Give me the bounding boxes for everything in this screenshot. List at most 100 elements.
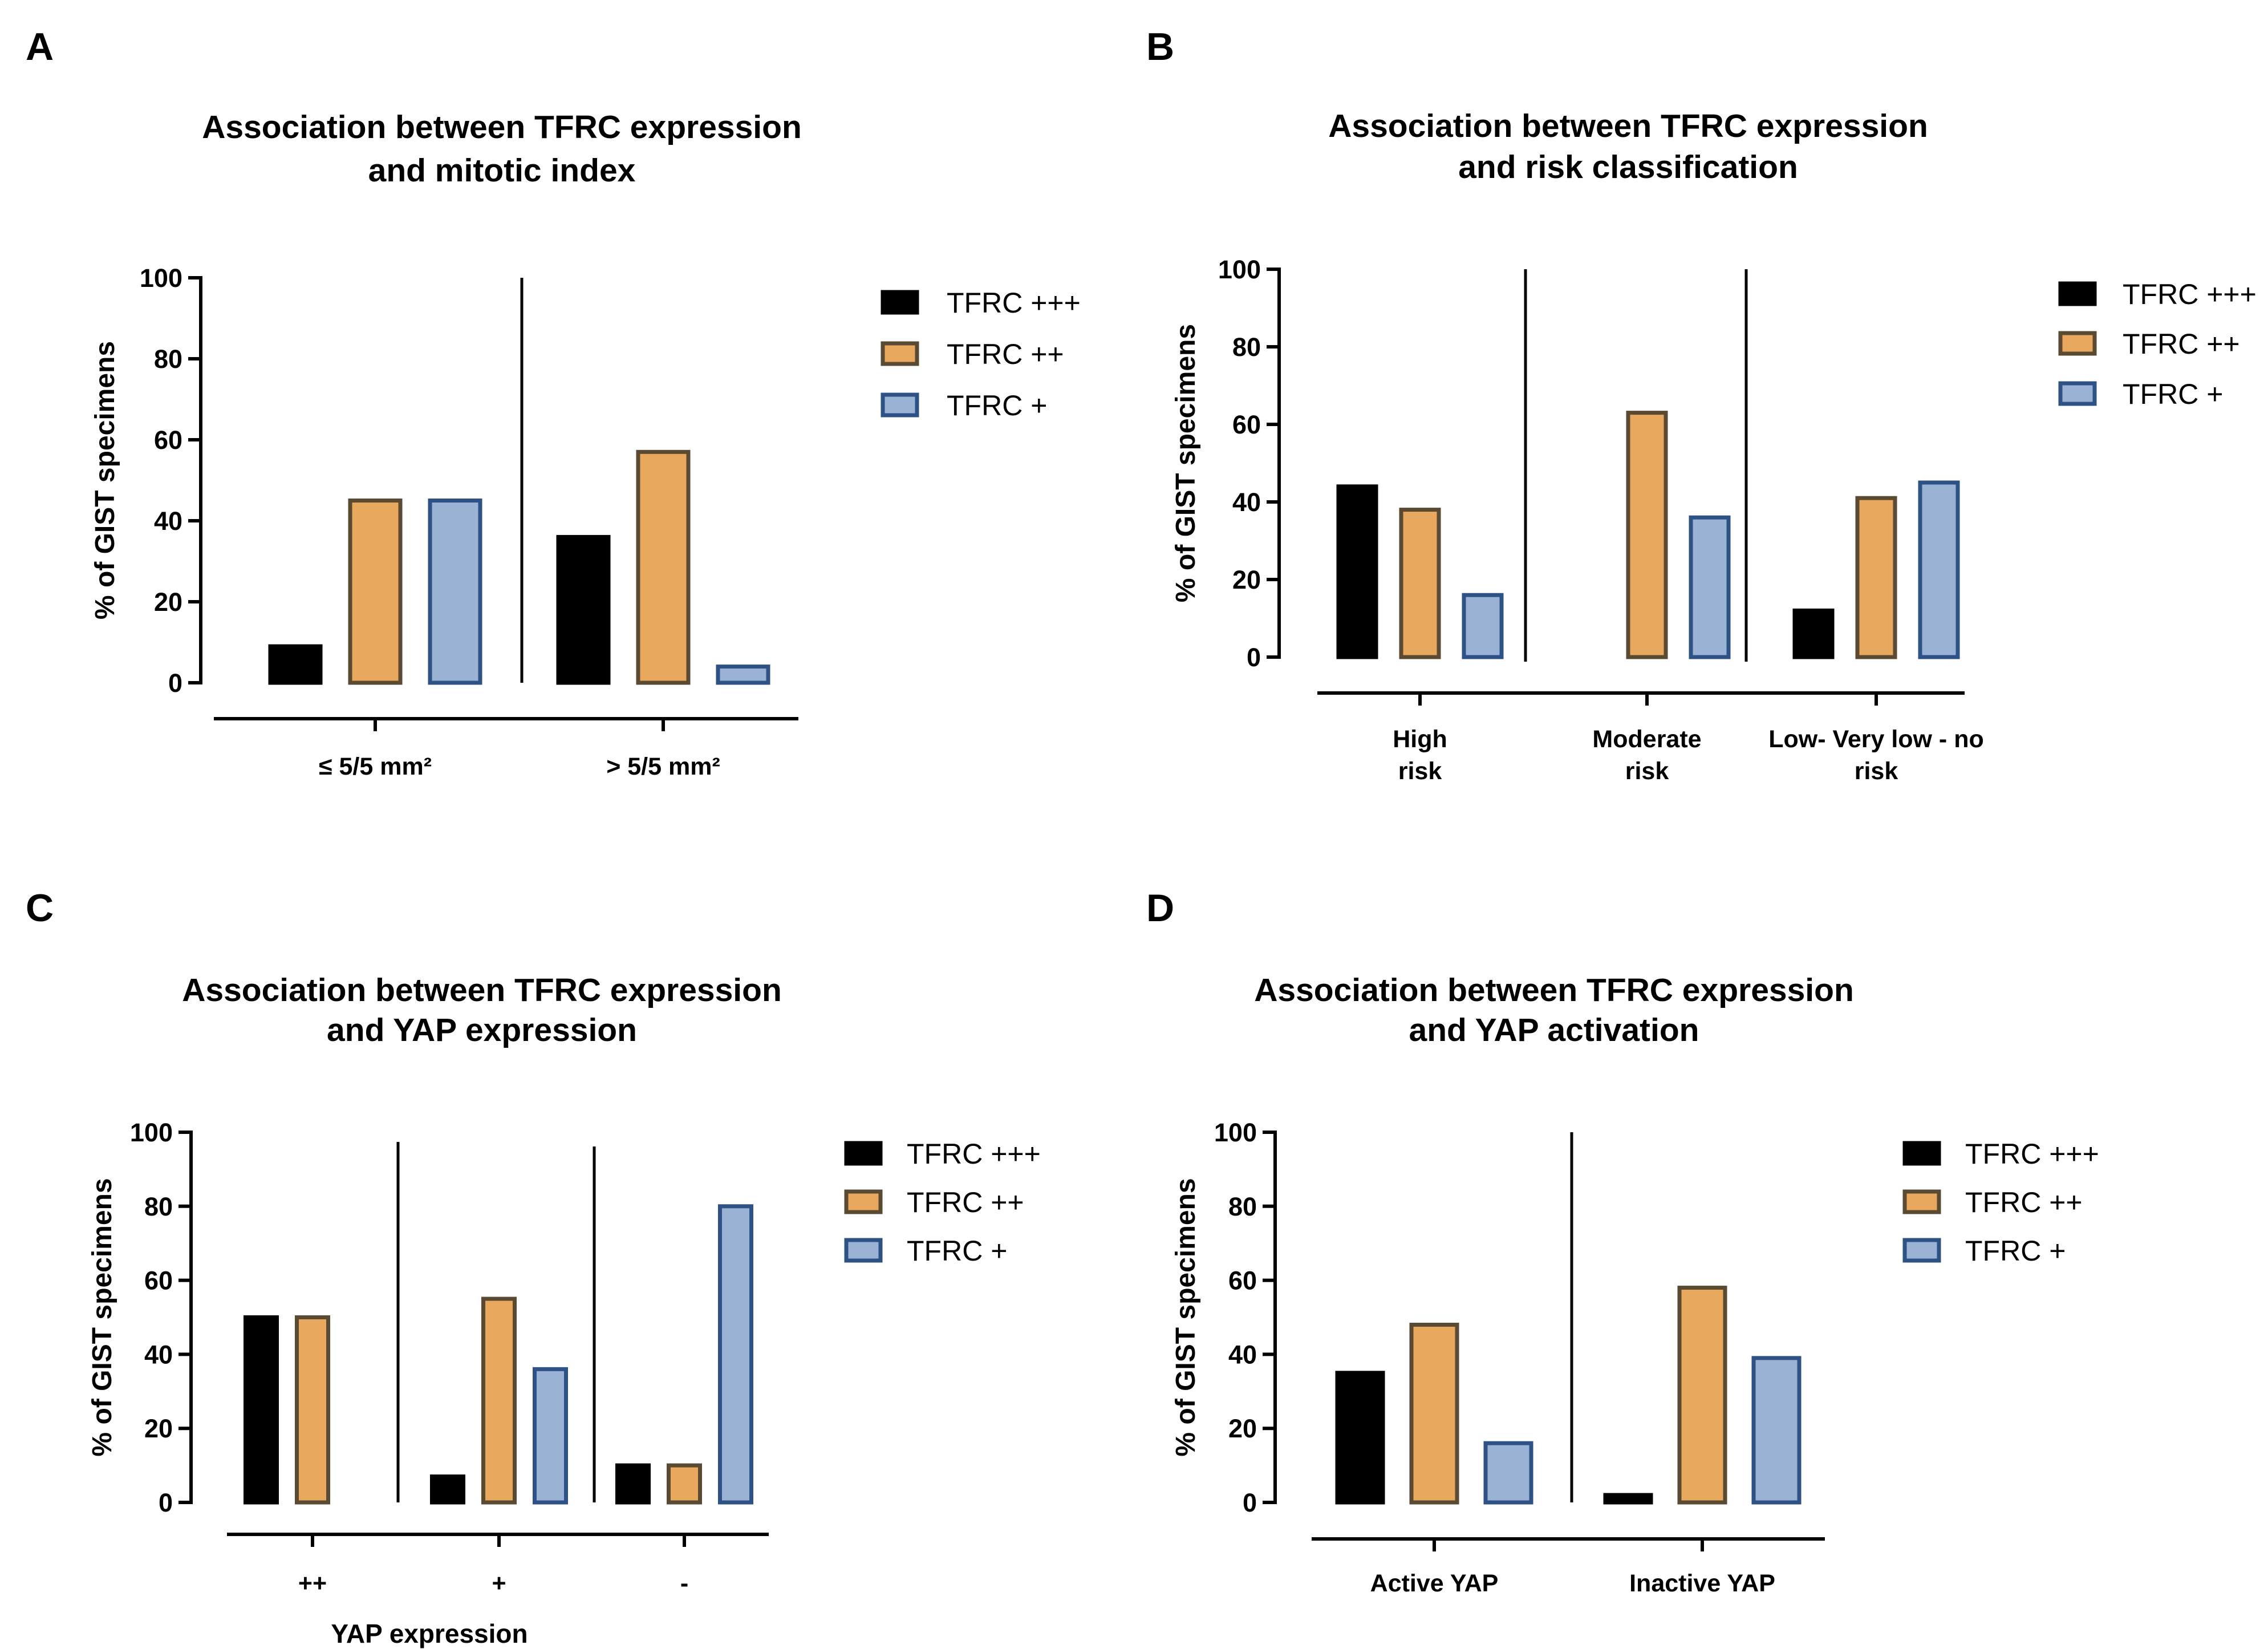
y-tick-label: 60 (1228, 1266, 1257, 1295)
x-category-label: risk (1855, 757, 1898, 785)
chart-panel-d: D Association between TFRC expression and … (1146, 886, 2099, 1597)
y-axis-label: % of GIST specimens (1171, 1178, 1201, 1456)
y-axis-label: % of GIST specimens (87, 1178, 117, 1456)
y-tick-label: 100 (1214, 1118, 1257, 1147)
legend: TFRC +++ TFRC ++ TFRC + (881, 287, 1081, 422)
x-category-label: risk (1398, 757, 1442, 785)
legend-label: TFRC + (947, 390, 1047, 422)
legend-swatch (881, 290, 919, 315)
chart-title-line: and YAP expression (327, 1012, 637, 1048)
chart-title-line: Association between TFRC expression (182, 972, 782, 1008)
chart-title-line: Association between TFRC expression (1328, 108, 1928, 144)
y-axis-label: % of GIST specimens (1171, 324, 1201, 602)
bar-tfrcpp (481, 1296, 517, 1505)
y-tick-label: 40 (1228, 1340, 1257, 1369)
legend-swatch (1902, 1238, 1941, 1263)
legend-label: TFRC +++ (1965, 1138, 2099, 1170)
y-tick-label: 20 (1232, 565, 1261, 594)
legend: TFRC +++ TFRC ++ TFRC + (2058, 278, 2257, 410)
legend-swatch (2058, 331, 2097, 356)
x-category-label: Active YAP (1370, 1570, 1499, 1597)
y-tick-label: 80 (1228, 1192, 1257, 1221)
x-category-label: > 5/5 mm² (606, 753, 720, 780)
bar-tfrcpp (1626, 411, 1668, 659)
bar-tfrcpp (667, 1463, 702, 1505)
legend-label: TFRC + (907, 1235, 1007, 1267)
y-tick-label: 100 (140, 264, 182, 293)
y-tick-label: 40 (154, 507, 182, 536)
legend: TFRC +++ TFRC ++ TFRC + (844, 1138, 1041, 1267)
chart-panel-b: B Association between TFRC expression and … (1146, 25, 2257, 785)
chart-panel-c: C Association between TFRC expression and … (26, 886, 1041, 1648)
panel-letter: D (1146, 886, 1174, 930)
bar-tfrcppp (1603, 1493, 1653, 1505)
bar-tfrcppp (1336, 484, 1378, 659)
bar-tfrcppp (1792, 608, 1835, 659)
x-category-label: High (1393, 726, 1447, 753)
y-tick-label: 0 (168, 668, 182, 698)
y-tick-label: 60 (1232, 410, 1261, 439)
legend-swatch (844, 1189, 883, 1214)
y-tick-label: 20 (1228, 1414, 1257, 1443)
y-tick-label: 60 (154, 426, 182, 455)
chart-title-line: and risk classification (1458, 149, 1798, 185)
y-tick-label: 60 (144, 1266, 173, 1295)
y-tick-label: 0 (1247, 643, 1261, 672)
bar-tfrcpp (1855, 496, 1897, 659)
bar-tfrcpp (1409, 1322, 1459, 1505)
bar-tfrcp (1689, 515, 1731, 659)
y-tick-label: 100 (130, 1118, 173, 1147)
x-category-label: - (680, 1570, 688, 1597)
legend-swatch (844, 1238, 883, 1263)
y-tick-label: 0 (1243, 1488, 1257, 1517)
chart-title-line: and YAP activation (1409, 1012, 1699, 1048)
legend-label: TFRC ++ (1965, 1186, 2083, 1218)
bar-tfrcpp (295, 1315, 330, 1505)
bar-tfrcp (716, 665, 770, 685)
y-axis-label: % of GIST specimens (90, 341, 120, 619)
bar-tfrcp (718, 1204, 753, 1505)
legend-swatch (1902, 1141, 1941, 1166)
bar-tfrcppp (556, 534, 611, 685)
legend-label: TFRC +++ (2123, 278, 2257, 310)
legend-label: TFRC ++ (907, 1186, 1024, 1218)
legend-swatch (1902, 1189, 1941, 1214)
y-tick-label: 40 (1232, 488, 1261, 517)
x-category-label: Low- Very low - no (1768, 726, 1983, 753)
y-tick-label: 20 (154, 588, 182, 617)
bar-tfrcp (1751, 1356, 1802, 1505)
legend-label: TFRC + (2123, 378, 2223, 410)
chart-title-line: Association between TFRC expression (202, 109, 802, 145)
legend-swatch (881, 392, 919, 418)
x-category-label: Moderate (1592, 726, 1701, 753)
x-axis-label: YAP expression (331, 1619, 528, 1648)
x-category-label: ≤ 5/5 mm² (319, 753, 432, 780)
y-tick-label: 0 (159, 1488, 173, 1517)
bar-tfrcpp (1399, 508, 1441, 659)
y-tick-label: 40 (144, 1340, 173, 1369)
bar-tfrcpp (348, 499, 403, 685)
bar-tfrcp (428, 499, 482, 685)
bar-tfrcpp (636, 449, 691, 685)
bar-tfrcpp (1677, 1286, 1727, 1505)
bar-tfrcp (1462, 593, 1504, 659)
chart-panel-a: A Association between TFRC expression and … (26, 25, 1081, 780)
legend-swatch (2058, 281, 2097, 306)
panel-letter: C (26, 886, 54, 930)
legend-label: TFRC ++ (947, 338, 1064, 370)
legend-swatch (2058, 381, 2097, 406)
bar-tfrcppp (244, 1315, 279, 1505)
bar-tfrcp (533, 1367, 568, 1505)
x-category-label: Inactive YAP (1629, 1570, 1775, 1597)
panel-letter: B (1146, 25, 1174, 68)
legend-label: TFRC +++ (947, 287, 1081, 319)
legend-swatch (844, 1141, 883, 1166)
bar-tfrcppp (268, 644, 323, 685)
bar-tfrcp (1918, 480, 1960, 659)
y-tick-label: 100 (1218, 255, 1261, 284)
legend: TFRC +++ TFRC ++ TFRC + (1902, 1138, 2099, 1267)
panel-letter: A (26, 25, 54, 68)
bar-tfrcppp (430, 1474, 465, 1505)
bar-tfrcp (1483, 1441, 1533, 1505)
